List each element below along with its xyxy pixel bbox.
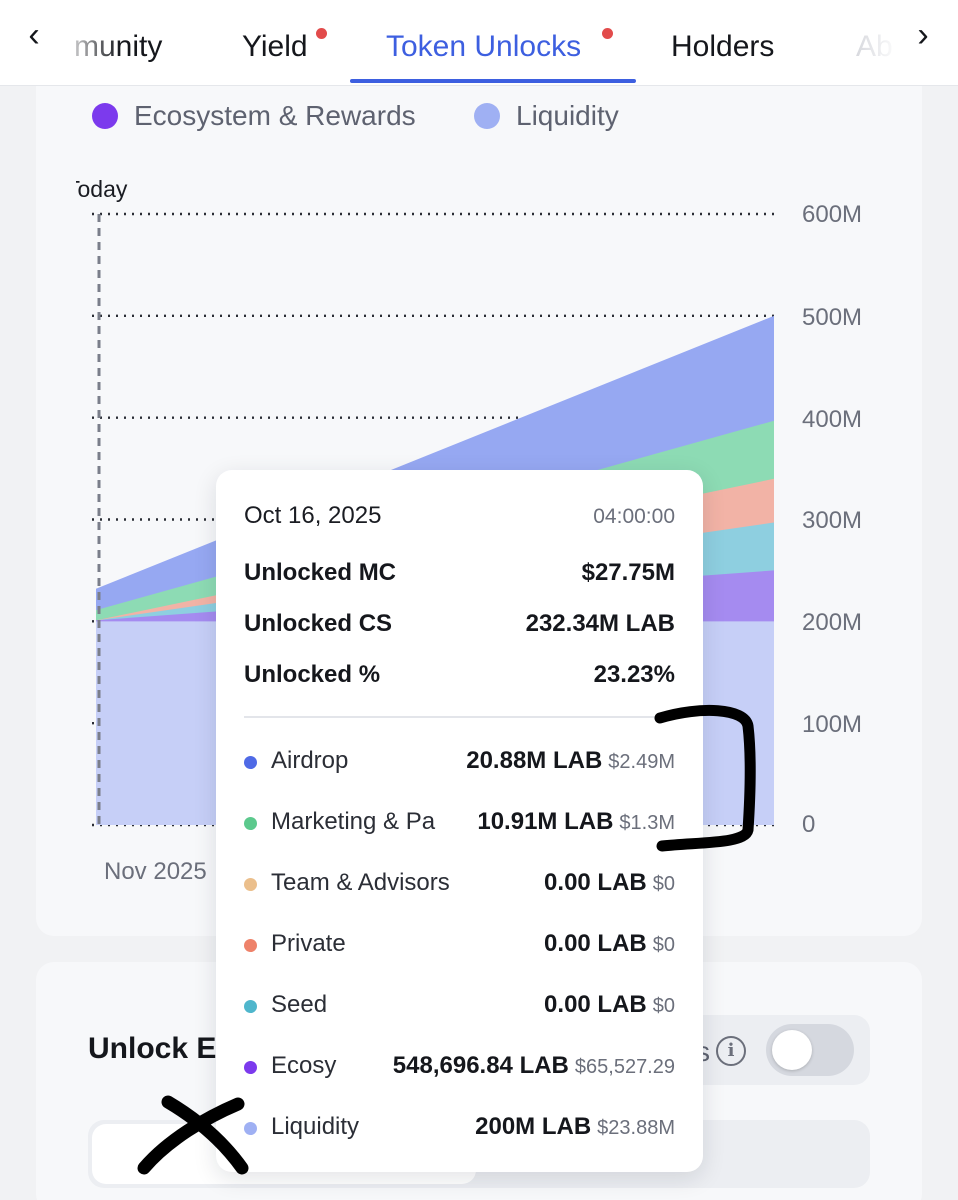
legend-liquidity[interactable]: Liquidity [474,100,619,132]
item-amount: 0.00 LAB $0 [544,991,675,1018]
seed-dot [244,1000,257,1013]
info-icon[interactable]: i [716,1036,746,1066]
y-tick-100m: 100M [802,711,863,738]
stat-label: Unlocked MC [244,559,397,586]
private-dot [244,939,257,952]
tooltip-time: 04:00:00 [593,505,675,528]
tooltip-stat-unlocked-mc: Unlocked MC $27.75M [244,559,675,587]
tab-fade-right [840,0,900,84]
unlock-events-title: Unlock E [88,1032,217,1065]
chevron-right-icon[interactable]: › [903,18,943,52]
y-tick-300m: 300M [802,507,863,534]
tooltip-divider [244,716,675,718]
item-amount: 0.00 LAB $0 [544,869,675,896]
stat-label: Unlocked CS [244,610,393,637]
active-tab-underline [350,79,636,83]
tooltip-item-marketing: Marketing & Pa 10.91M LAB $1.3M [244,808,675,838]
tooltip-item-team-advisors: Team & Advisors 0.00 LAB $0 [244,869,675,899]
item-amount: 548,696.84 LAB $65,527.29 [392,1052,675,1079]
unlock-events-toggle[interactable] [766,1024,854,1076]
tooltip-item-private: Private 0.00 LAB $0 [244,930,675,960]
y-tick-200m: 200M [802,609,863,636]
item-name: Seed [271,991,328,1018]
item-name: Marketing & Pa [271,808,436,835]
today-label: Today [76,176,128,202]
tab-bar: ‹ munity Yield Token Unlocks Holders Ab … [0,0,958,86]
legend-ecosystem-dot [92,103,118,129]
liquidity-dot [244,1122,257,1135]
ecosystem-dot [244,1061,257,1074]
y-tick-500m: 500M [802,304,863,331]
item-amount: 20.88M LAB $2.49M [466,747,675,774]
legend-ecosystem-label: Ecosystem & Rewards [134,100,416,131]
tab-holders[interactable]: Holders [671,30,775,63]
yield-notification-dot [316,28,327,39]
marketing-dot [244,817,257,830]
item-name: Liquidity [271,1113,360,1140]
item-name: Private [271,930,346,957]
stat-value: 23.23% [593,661,675,688]
tooltip-date: Oct 16, 2025 [244,502,382,529]
team-dot [244,878,257,891]
tooltip-stat-unlocked-pct: Unlocked % 23.23% [244,661,675,689]
y-tick-400m: 400M [802,406,863,433]
item-amount: 200M LAB $23.88M [475,1113,675,1140]
item-name: Ecosy [271,1052,337,1079]
item-amount: 0.00 LAB $0 [544,930,675,957]
legend-liquidity-label: Liquidity [516,100,619,131]
tooltip-item-seed: Seed 0.00 LAB $0 [244,991,675,1021]
y-tick-0: 0 [802,811,816,838]
y-tick-600m: 600M [802,201,863,228]
airdrop-dot [244,756,257,769]
legend-liquidity-dot [474,103,500,129]
stat-value: 232.34M LAB [525,610,675,637]
chart-tooltip: Oct 16, 2025 04:00:00 Unlocked MC $27.75… [216,470,703,1172]
tab-yield[interactable]: Yield [242,30,308,63]
item-name: Airdrop [271,747,349,774]
tab-fade-left [60,0,120,84]
tooltip-item-liquidity: Liquidity 200M LAB $23.88M [244,1113,675,1143]
stat-label: Unlocked % [244,661,381,688]
tab-token-unlocks[interactable]: Token Unlocks [386,30,582,63]
tooltip-item-airdrop: Airdrop 20.88M LAB $2.49M [244,747,675,777]
x-tick-nov-2025: Nov 2025 [104,858,207,885]
chevron-left-icon[interactable]: ‹ [28,16,40,54]
tooltip-stat-unlocked-cs: Unlocked CS 232.34M LAB [244,610,675,638]
item-name: Team & Advisors [271,869,450,896]
token-unlocks-notification-dot [602,28,613,39]
item-amount: 10.91M LAB $1.3M [477,808,675,835]
legend-ecosystem[interactable]: Ecosystem & Rewards [92,100,416,132]
toggle-knob [772,1030,812,1070]
tooltip-item-ecosystem: Ecosy 548,696.84 LAB $65,527.29 [244,1052,675,1082]
stat-value: $27.75M [581,559,675,586]
